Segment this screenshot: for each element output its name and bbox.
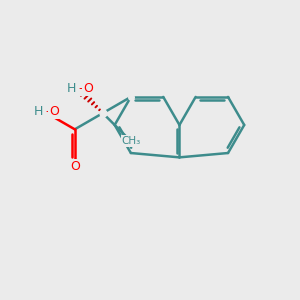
Text: H: H bbox=[67, 82, 76, 95]
Text: O: O bbox=[70, 160, 80, 172]
Text: CH₃: CH₃ bbox=[122, 136, 141, 146]
Text: O: O bbox=[49, 105, 59, 118]
Text: O: O bbox=[83, 82, 93, 95]
Text: H: H bbox=[34, 105, 43, 118]
Text: -: - bbox=[78, 82, 83, 95]
Text: -: - bbox=[45, 105, 50, 118]
